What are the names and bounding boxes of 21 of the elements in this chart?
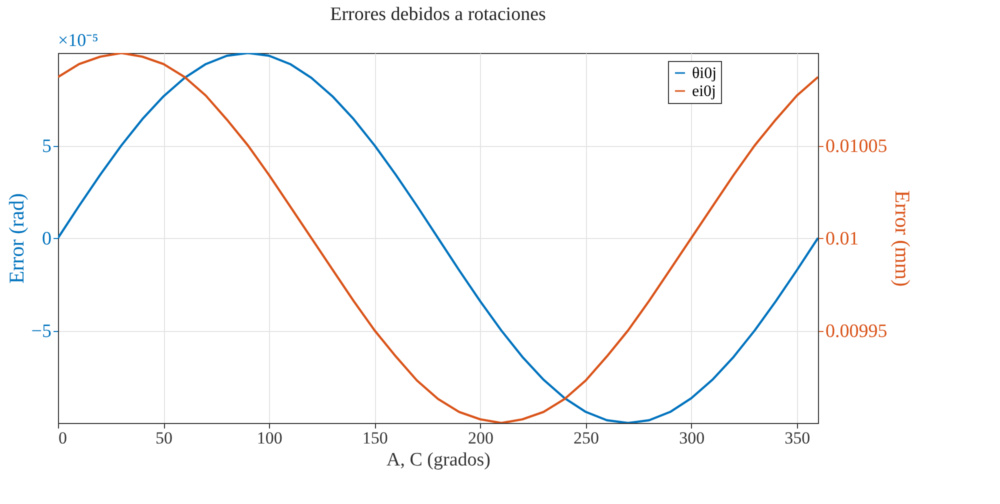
x-tick-label: 0 [58,428,67,448]
x-tick-label: 200 [468,428,494,448]
legend-label: θi0j [692,65,717,82]
x-tick-label: 100 [256,428,282,448]
x-tick-label: 350 [784,428,810,448]
x-tick-label: 50 [156,428,173,448]
y2-axis-title: Error (mm) [890,190,914,287]
x-tick-label: 300 [679,428,705,448]
x-tick-label: 150 [362,428,388,448]
x-axis-title: A, C (grados) [386,450,490,470]
y2-tick-label: 0.01 [826,228,859,250]
y-tick-label: 5 [42,136,52,157]
y-tick-label: 0 [42,228,52,250]
y-axis-title: Error (rad) [4,193,28,284]
x-tick-label: 250 [574,428,600,448]
y2-tick-label: 0.01005 [826,136,888,157]
chart-title: Errores debidos a rotaciones [330,4,546,25]
y-tick-label: −5 [31,321,52,342]
legend-label: ei0j [692,83,716,100]
y2-tick-label: 0.00995 [826,321,888,342]
text: ×10⁻⁵ [58,30,98,50]
